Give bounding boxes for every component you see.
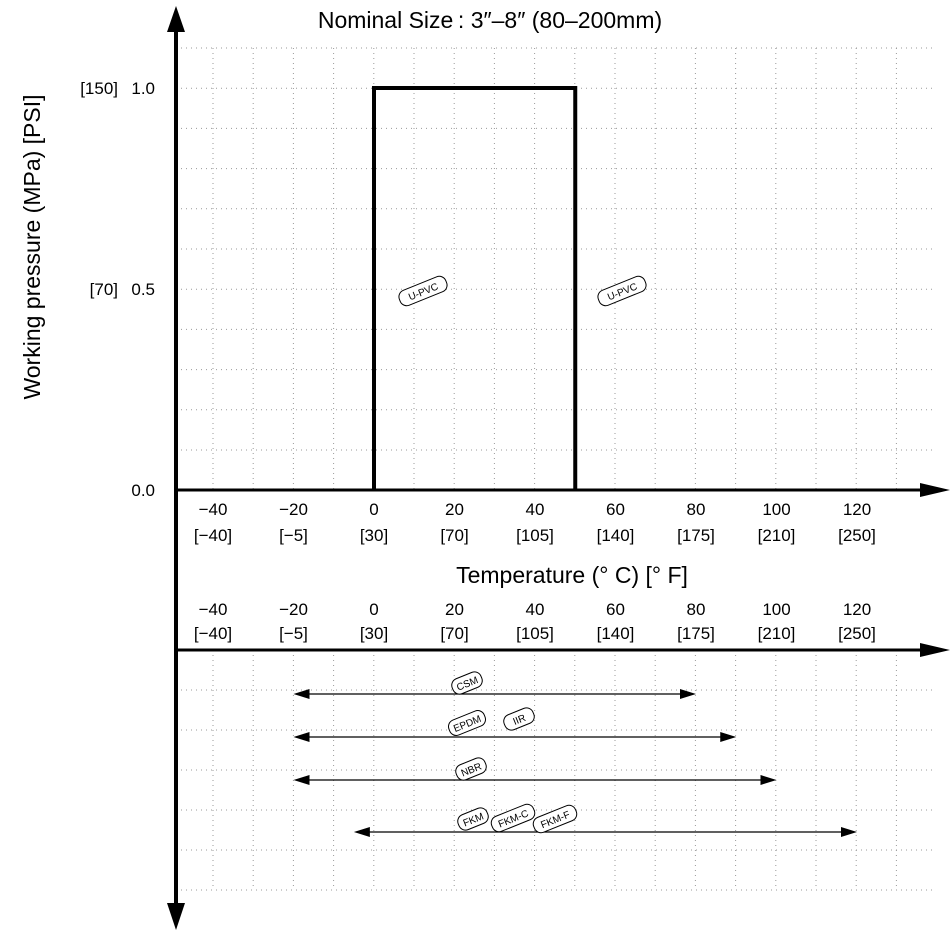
material-tag: FKM-C bbox=[490, 803, 536, 833]
x-tick-label-f: [140] bbox=[597, 526, 635, 545]
x-tick-label-c-lower: 80 bbox=[687, 600, 706, 619]
y-axis-arrow-up bbox=[167, 6, 185, 32]
material-tag-box bbox=[457, 807, 489, 831]
x-tick-label-f: [175] bbox=[677, 526, 715, 545]
material-tag-box bbox=[597, 275, 647, 307]
range-arrow-right bbox=[720, 732, 737, 742]
material-tag-label: IIR bbox=[512, 713, 528, 728]
x-tick-label-f: [105] bbox=[516, 526, 554, 545]
x-axis-arrow-upper bbox=[920, 483, 950, 497]
grid bbox=[176, 47, 935, 891]
x-axis-arrow-lower bbox=[920, 643, 950, 657]
chart-title: Nominal Size : 3″–8″ (80–200mm) bbox=[318, 7, 662, 33]
material-tag-box bbox=[447, 710, 487, 736]
x-tick-label-c-lower: 40 bbox=[526, 600, 545, 619]
x-tick-label-f-lower: [−5] bbox=[279, 624, 308, 643]
x-tick-label-f-lower: [140] bbox=[597, 624, 635, 643]
range-arrow-right bbox=[680, 689, 696, 699]
y-tick-label-mpa: 1.0 bbox=[131, 79, 155, 98]
x-tick-label-c: 20 bbox=[445, 500, 464, 519]
x-tick-label-f-lower: [70] bbox=[440, 624, 468, 643]
y-tick-label-psi: [150] bbox=[80, 79, 118, 98]
series-line-upvc bbox=[372, 86, 578, 490]
material-tag-box bbox=[503, 707, 535, 731]
x-tick-label-c: 80 bbox=[687, 500, 706, 519]
material-tag: U-PVC bbox=[597, 275, 647, 307]
range-arrow-left bbox=[353, 827, 370, 837]
material-tag-box bbox=[532, 804, 578, 834]
material-tag: CSM bbox=[451, 671, 483, 695]
y-axis-label: Working pressure (MPa) [PSI] bbox=[19, 94, 45, 399]
x-tick-label-f: [210] bbox=[758, 526, 796, 545]
x-tick-label-c-lower: −40 bbox=[199, 600, 228, 619]
x-tick-label-c-lower: 60 bbox=[606, 600, 625, 619]
x-tick-label-f: [30] bbox=[360, 526, 388, 545]
x-tick-label-c-lower: 0 bbox=[369, 600, 378, 619]
material-tag-box bbox=[455, 757, 487, 781]
x-tick-label-f-lower: [175] bbox=[677, 624, 715, 643]
material-tag: FKM-F bbox=[532, 804, 578, 834]
x-tick-label-c: 100 bbox=[762, 500, 790, 519]
material-tag: U-PVC bbox=[398, 275, 448, 307]
x-tick-label-f-lower: [105] bbox=[516, 624, 554, 643]
material-tag-box bbox=[451, 671, 483, 695]
x-tick-label-c: −40 bbox=[199, 500, 228, 519]
x-tick-label-c: 0 bbox=[369, 500, 378, 519]
material-tag-box bbox=[490, 803, 536, 833]
material-tag-box bbox=[398, 275, 448, 307]
x-axis-label: Temperature (° C) [° F] bbox=[456, 562, 688, 588]
y-axis-arrow-down bbox=[167, 903, 185, 930]
y-tick-label-psi: [70] bbox=[90, 280, 118, 299]
x-tick-label-c: −20 bbox=[279, 500, 308, 519]
x-tick-label-f-lower: [210] bbox=[758, 624, 796, 643]
range-arrow-right bbox=[841, 827, 857, 837]
x-tick-label-c-lower: 120 bbox=[843, 600, 871, 619]
x-tick-label-c-lower: 20 bbox=[445, 600, 464, 619]
x-tick-label-c: 120 bbox=[843, 500, 871, 519]
material-tag: NBR bbox=[455, 757, 487, 781]
x-tick-label-f: [250] bbox=[838, 526, 876, 545]
material-tag: IIR bbox=[503, 707, 535, 731]
x-tick-label-f: [−5] bbox=[279, 526, 308, 545]
x-tick-label-c: 40 bbox=[526, 500, 545, 519]
range-arrow-left bbox=[293, 732, 310, 742]
x-tick-label-f: [70] bbox=[440, 526, 468, 545]
range-arrow-left bbox=[293, 775, 310, 785]
x-tick-label-c-lower: −20 bbox=[279, 600, 308, 619]
y-tick-label-mpa: 0.5 bbox=[131, 280, 155, 299]
y-tick-label-mpa: 0.0 bbox=[131, 481, 155, 500]
x-tick-label-f: [−40] bbox=[194, 526, 232, 545]
x-tick-label-f-lower: [30] bbox=[360, 624, 388, 643]
range-arrow-right bbox=[760, 775, 777, 785]
x-tick-label-f-lower: [−40] bbox=[194, 624, 232, 643]
material-tag: FKM bbox=[457, 807, 489, 831]
x-tick-label-c-lower: 100 bbox=[762, 600, 790, 619]
x-tick-label-f-lower: [250] bbox=[838, 624, 876, 643]
range-arrow-left bbox=[293, 689, 310, 699]
material-tag: EPDM bbox=[447, 710, 487, 736]
x-tick-label-c: 60 bbox=[606, 500, 625, 519]
